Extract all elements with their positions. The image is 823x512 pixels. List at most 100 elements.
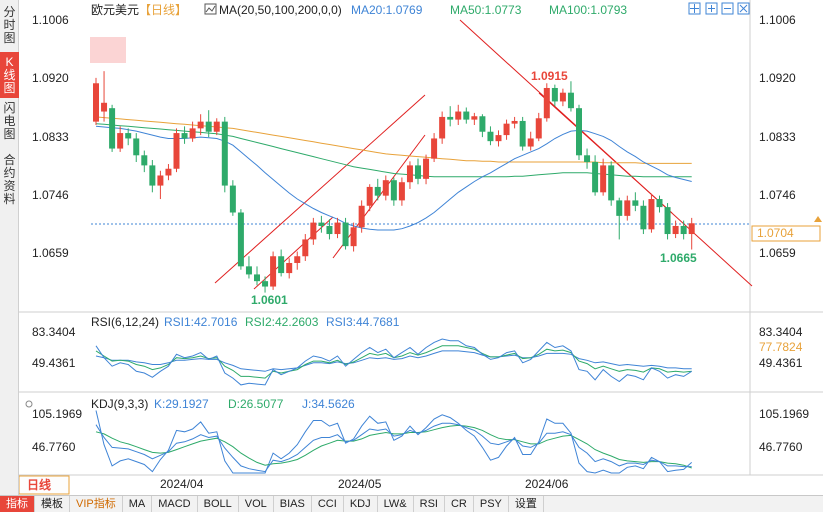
- candle-body: [310, 222, 317, 240]
- price-tick-right: 1.0833: [759, 130, 796, 144]
- kdj-tick: 105.1969: [32, 407, 82, 421]
- toolbar-lw[interactable]: LW&: [378, 496, 414, 512]
- rsi-lines: [95, 338, 692, 386]
- candle-body: [334, 222, 341, 235]
- zoom-out-icon[interactable]: [721, 2, 734, 15]
- price-axis: 1.1006 1.0920 1.0833 1.0746 1.0659 1.100…: [32, 13, 796, 260]
- symbol-name: 欧元美元: [91, 3, 139, 17]
- candle-body: [447, 116, 454, 120]
- date-label: 2024/06: [525, 477, 569, 491]
- ma100-value: MA100:1.0793: [549, 3, 627, 17]
- rsi1-line: [95, 338, 692, 386]
- kdj-j-value: J:34.5626: [302, 397, 355, 411]
- toolbar-kdj[interactable]: KDJ: [344, 496, 378, 512]
- candle-body: [93, 83, 99, 122]
- candle-body: [318, 222, 325, 226]
- candle-body: [471, 116, 478, 120]
- candle-body: [527, 138, 534, 147]
- date-label: 2024/04: [160, 477, 204, 491]
- candle-body: [157, 175, 164, 186]
- tab-flash[interactable]: 闪电图: [3, 101, 16, 141]
- tab-contract[interactable]: 合约资料: [3, 153, 16, 206]
- kdj-lines: [95, 410, 693, 474]
- toolbar-indicator[interactable]: 指标: [0, 496, 35, 512]
- candle-body: [213, 121, 220, 132]
- kdj-k-value: K:29.1927: [154, 397, 209, 411]
- candle-body: [487, 131, 494, 142]
- toolbar-vip[interactable]: VIP指标: [70, 496, 123, 512]
- candle-body: [109, 108, 116, 149]
- candle-body: [535, 118, 542, 139]
- kdj-tick-right: 46.7760: [759, 440, 803, 454]
- toolbar-settings[interactable]: 设置: [509, 496, 544, 512]
- tab-timeshare[interactable]: 分时图: [3, 5, 16, 45]
- kdj-j-line: [95, 410, 693, 474]
- ma20-value: MA20:1.0769: [351, 3, 423, 17]
- candle-body: [270, 256, 277, 287]
- crosshair-icon[interactable]: [688, 2, 701, 15]
- close-icon[interactable]: [737, 2, 750, 15]
- candle-body: [415, 165, 421, 179]
- toolbar-boll[interactable]: BOLL: [198, 496, 239, 512]
- candles: [93, 71, 695, 293]
- ma100-line: [95, 116, 692, 164]
- price-tick-right: 1.0746: [759, 188, 796, 202]
- candle-body: [600, 165, 607, 193]
- candle-body: [149, 165, 156, 186]
- price-tick-right: 1.1006: [759, 13, 796, 27]
- toolbar-bias[interactable]: BIAS: [274, 496, 312, 512]
- trend-channel-lower-2: [253, 216, 334, 290]
- rsi1-value: RSI1:42.7016: [164, 315, 238, 329]
- toolbar-cci[interactable]: CCI: [312, 496, 344, 512]
- trend-channel-lower: [214, 94, 426, 284]
- candle-body: [616, 200, 623, 216]
- kdj-tick-right: 105.1969: [759, 407, 809, 421]
- candle-body: [221, 121, 228, 186]
- window-controls: [688, 2, 750, 15]
- candle-body: [519, 120, 526, 147]
- candle-body: [624, 200, 631, 216]
- price-tick-right: 1.0920: [759, 71, 796, 85]
- candle-body: [672, 225, 679, 235]
- candle-body: [503, 123, 510, 136]
- toolbar-psy[interactable]: PSY: [474, 496, 509, 512]
- candle-body: [141, 155, 148, 166]
- indicator-settings-icon[interactable]: [204, 3, 217, 15]
- candle-body: [648, 199, 655, 230]
- settings-dot-icon[interactable]: [25, 400, 33, 408]
- candle-body: [479, 116, 486, 132]
- zoom-in-icon[interactable]: [705, 2, 718, 15]
- toolbar-macd[interactable]: MACD: [152, 496, 198, 512]
- toolbar-rsi[interactable]: RSI: [414, 496, 445, 512]
- toolbar-template[interactable]: 模板: [35, 496, 70, 512]
- toolbar-cr[interactable]: CR: [445, 496, 474, 512]
- candle-body: [592, 162, 599, 193]
- candle-body: [189, 128, 196, 139]
- bottom-toolbar: 指标 模板 VIP指标 MA MACD BOLL VOL BIAS CCI KD…: [0, 495, 823, 512]
- candle-body: [278, 256, 285, 274]
- kdj-name: KDJ(9,3,3): [91, 397, 148, 411]
- candle-body: [294, 256, 301, 263]
- toolbar-vol[interactable]: VOL: [239, 496, 274, 512]
- toolbar-ma[interactable]: MA: [123, 496, 153, 512]
- candle-body: [382, 180, 389, 196]
- candle-body: [326, 225, 333, 235]
- candle-body: [342, 222, 349, 247]
- candle-body: [640, 205, 647, 230]
- current-price-box: [751, 225, 821, 242]
- candle-body: [390, 180, 397, 201]
- period-label[interactable]: 【日线】: [139, 3, 187, 17]
- candle-body: [286, 262, 293, 274]
- price-arrow-icon: [814, 216, 822, 222]
- price-tick-right: 1.0659: [759, 246, 796, 260]
- candle-body: [576, 108, 582, 156]
- candle-body: [567, 92, 574, 109]
- candle-body: [125, 133, 132, 139]
- candle-body: [302, 239, 309, 257]
- candle-body: [680, 225, 687, 235]
- period-badge[interactable]: [19, 475, 70, 495]
- rsi-tick: 83.3404: [32, 325, 76, 339]
- period-badge-label: 日线: [27, 477, 51, 492]
